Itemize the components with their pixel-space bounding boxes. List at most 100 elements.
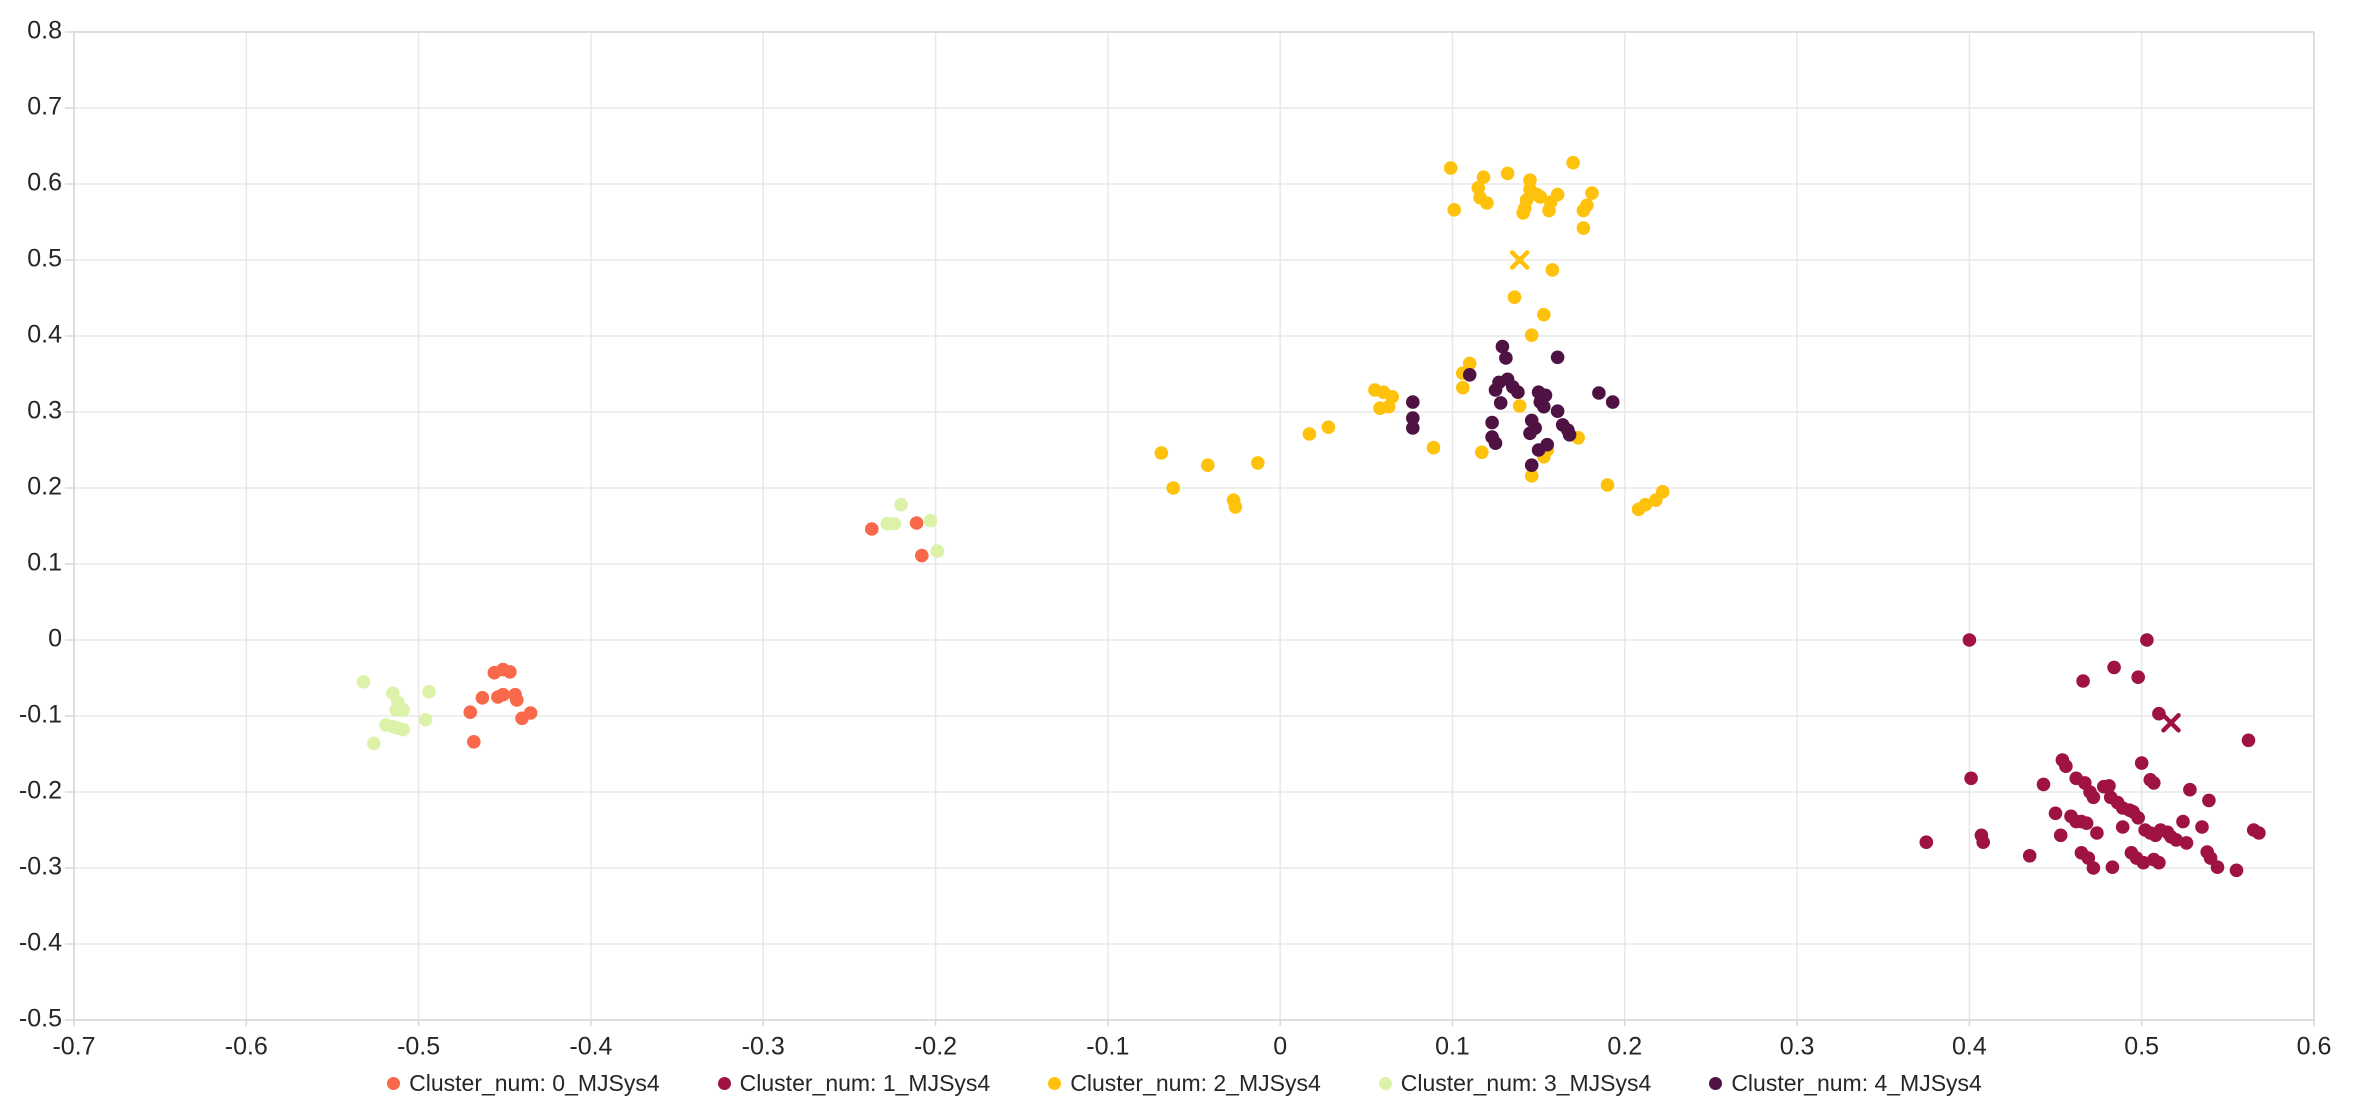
data-point-cluster2[interactable] — [1542, 203, 1556, 218]
data-point-cluster1[interactable] — [2107, 660, 2121, 675]
data-point-cluster2[interactable] — [1576, 203, 1591, 218]
data-point-cluster3[interactable] — [894, 497, 908, 512]
data-point-cluster2[interactable] — [1251, 456, 1265, 470]
data-point-cluster1[interactable] — [2152, 855, 2166, 870]
data-point-cluster4[interactable] — [1562, 428, 1577, 442]
data-point-cluster2[interactable] — [1537, 307, 1551, 322]
data-point-cluster2[interactable] — [1516, 206, 1530, 220]
data-point-cluster1[interactable] — [2115, 820, 2130, 834]
data-point-cluster2[interactable] — [1600, 478, 1615, 492]
data-point-cluster2[interactable] — [1476, 170, 1491, 184]
data-point-cluster1[interactable] — [2202, 793, 2216, 808]
data-point-cluster1[interactable] — [2022, 849, 2037, 863]
data-point-cluster2[interactable] — [1302, 427, 1317, 441]
data-point-cluster2[interactable] — [1576, 221, 1591, 235]
data-point-cluster1[interactable] — [2079, 816, 2094, 830]
data-point-cluster1[interactable] — [2086, 861, 2101, 875]
data-point-cluster4[interactable] — [1485, 415, 1499, 430]
data-point-cluster4[interactable] — [1488, 383, 1503, 397]
data-point-cluster2[interactable] — [1524, 469, 1539, 483]
data-point-cluster3[interactable] — [396, 703, 410, 717]
data-point-cluster2[interactable] — [1655, 485, 1670, 499]
data-point-cluster3[interactable] — [396, 722, 410, 737]
data-point-cluster2[interactable] — [1443, 161, 1458, 175]
data-point-cluster4[interactable] — [1495, 339, 1510, 354]
data-point-cluster1[interactable] — [2048, 806, 2063, 821]
data-point-cluster0[interactable] — [475, 691, 490, 705]
data-point-cluster2[interactable] — [1228, 500, 1243, 514]
data-point-cluster3[interactable] — [367, 736, 381, 751]
data-point-cluster2[interactable] — [1500, 166, 1515, 181]
data-point-cluster1[interactable] — [2076, 674, 2090, 688]
data-point-cluster1[interactable] — [2252, 826, 2266, 840]
data-point-cluster3[interactable] — [887, 516, 901, 531]
data-point-cluster1[interactable] — [2053, 828, 2068, 843]
data-point-cluster1[interactable] — [2059, 759, 2073, 773]
data-point-cluster4[interactable] — [1523, 426, 1537, 441]
data-point-cluster1[interactable] — [2131, 811, 2145, 825]
data-point-cluster0[interactable] — [523, 706, 538, 720]
data-point-cluster1[interactable] — [2229, 863, 2244, 878]
data-point-cluster0[interactable] — [915, 548, 929, 563]
data-point-cluster4[interactable] — [1550, 404, 1565, 419]
data-point-cluster2[interactable] — [1566, 155, 1580, 170]
data-point-cluster3[interactable] — [356, 675, 371, 689]
data-point-cluster3[interactable] — [418, 713, 433, 727]
data-point-cluster3[interactable] — [923, 513, 938, 528]
data-point-cluster2[interactable] — [1462, 356, 1477, 371]
data-point-cluster1[interactable] — [2131, 670, 2145, 684]
data-point-cluster0[interactable] — [467, 735, 481, 749]
data-point-cluster0[interactable] — [865, 522, 879, 536]
data-point-cluster2[interactable] — [1480, 196, 1494, 210]
data-point-cluster4[interactable] — [1406, 395, 1420, 409]
centroid-x-marker-cluster1[interactable] — [2161, 713, 2181, 733]
data-point-cluster1[interactable] — [2195, 820, 2209, 834]
data-point-cluster2[interactable] — [1545, 263, 1560, 277]
data-point-cluster2[interactable] — [1512, 399, 1527, 413]
data-point-cluster2[interactable] — [1585, 186, 1599, 200]
data-point-cluster4[interactable] — [1540, 437, 1554, 452]
data-point-cluster0[interactable] — [909, 516, 924, 530]
data-point-cluster4[interactable] — [1550, 350, 1565, 365]
legend-item-cluster0[interactable]: Cluster_num: 0_MJSys4 — [387, 1070, 660, 1097]
data-point-cluster1[interactable] — [2134, 756, 2149, 770]
legend-item-cluster2[interactable]: Cluster_num: 2_MJSys4 — [1048, 1070, 1321, 1097]
data-point-cluster1[interactable] — [2090, 826, 2104, 840]
data-point-cluster2[interactable] — [1201, 458, 1215, 473]
data-point-cluster1[interactable] — [2036, 777, 2051, 792]
data-point-cluster0[interactable] — [463, 705, 478, 719]
data-point-cluster2[interactable] — [1166, 481, 1181, 495]
data-point-cluster4[interactable] — [1524, 458, 1539, 473]
data-point-cluster2[interactable] — [1524, 328, 1539, 343]
data-point-cluster1[interactable] — [2086, 790, 2101, 805]
data-point-cluster3[interactable] — [422, 684, 436, 699]
data-point-cluster2[interactable] — [1475, 445, 1489, 460]
legend-item-cluster4[interactable]: Cluster_num: 4_MJSys4 — [1709, 1070, 1982, 1097]
data-point-cluster4[interactable] — [1605, 395, 1620, 409]
data-point-cluster2[interactable] — [1154, 446, 1169, 460]
data-point-cluster0[interactable] — [496, 687, 510, 702]
data-point-cluster4[interactable] — [1462, 368, 1477, 382]
data-point-cluster2[interactable] — [1533, 190, 1548, 204]
data-point-cluster1[interactable] — [1976, 835, 1990, 849]
data-point-cluster1[interactable] — [2241, 733, 2256, 748]
data-point-cluster4[interactable] — [1493, 396, 1508, 410]
data-point-cluster4[interactable] — [1488, 436, 1503, 451]
data-point-cluster1[interactable] — [2169, 833, 2183, 847]
legend-item-cluster1[interactable]: Cluster_num: 1_MJSys4 — [717, 1070, 990, 1097]
data-point-cluster0[interactable] — [503, 665, 517, 679]
data-point-cluster4[interactable] — [1406, 421, 1420, 435]
data-point-cluster1[interactable] — [2183, 782, 2197, 797]
data-point-cluster1[interactable] — [2147, 776, 2161, 790]
data-point-cluster4[interactable] — [1511, 385, 1525, 400]
centroid-x-marker-cluster2[interactable] — [1509, 250, 1530, 270]
data-point-cluster2[interactable] — [1321, 420, 1336, 435]
data-point-cluster1[interactable] — [2210, 860, 2225, 874]
data-point-cluster4[interactable] — [1537, 399, 1551, 414]
data-point-cluster1[interactable] — [2176, 814, 2190, 829]
data-point-cluster2[interactable] — [1426, 440, 1441, 455]
data-point-cluster1[interactable] — [2102, 779, 2116, 793]
legend-item-cluster3[interactable]: Cluster_num: 3_MJSys4 — [1378, 1070, 1651, 1097]
data-point-cluster1[interactable] — [2140, 633, 2154, 647]
data-point-cluster4[interactable] — [1592, 386, 1606, 400]
